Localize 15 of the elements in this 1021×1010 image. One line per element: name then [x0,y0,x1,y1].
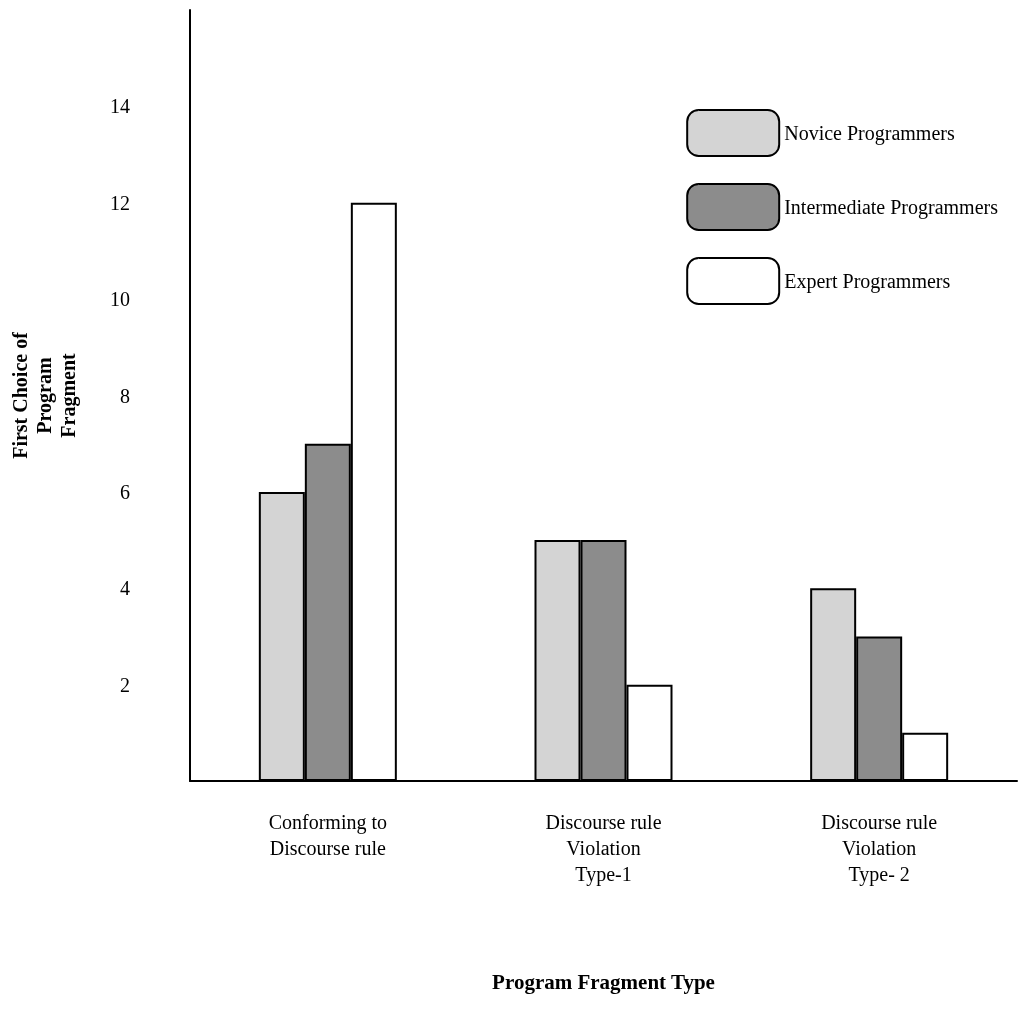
y-tick-label: 10 [110,288,130,311]
y-tick-label: 4 [120,577,130,600]
x-axis-title: Program Fragment Type [492,969,715,994]
legend-label: Expert Programmers [784,270,951,293]
y-tick-label: 8 [120,384,130,407]
y-tick-label: 12 [110,191,130,214]
y-tick-label: 14 [110,95,130,118]
x-tick-label: Discourse rule Violation Type- 2 [821,811,938,886]
y-tick-label: 2 [120,673,130,696]
y-tick-label: 6 [120,480,130,503]
x-tick-label: Discourse rule Violation Type-1 [545,811,662,886]
y-axis-title: First Choice of Program Fragment [9,331,80,459]
legend-label: Novice Programmers [784,122,955,145]
x-tick-label: Conforming to Discourse rule [268,811,388,859]
legend-label: Intermediate Programmers [784,196,999,219]
